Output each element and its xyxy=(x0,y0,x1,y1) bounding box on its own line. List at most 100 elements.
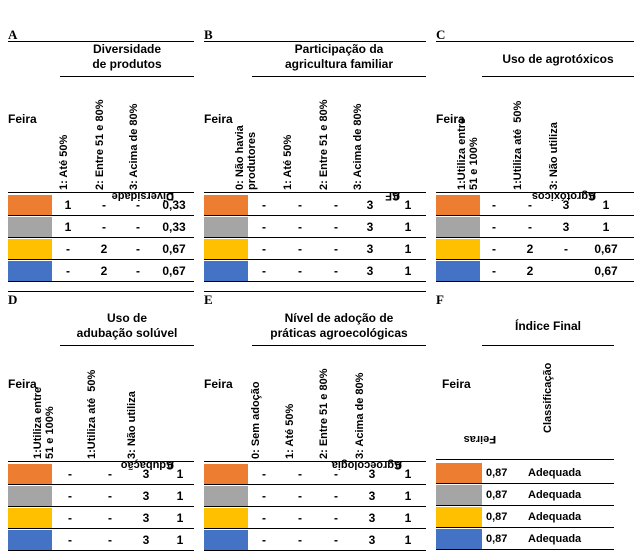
panel-title-line: Nível de adoção de xyxy=(284,311,394,325)
row-rule xyxy=(436,215,634,216)
indice-value: 0,87 xyxy=(486,489,508,501)
feira-color-swatch xyxy=(436,485,482,505)
table-cell: - xyxy=(108,511,112,525)
panel-title-line: de produtos xyxy=(92,57,162,71)
feira-color-swatch xyxy=(8,530,52,550)
panel-title-line: Índice Final xyxy=(514,319,581,333)
row-rule xyxy=(8,528,194,529)
header-bottom-rule xyxy=(436,459,614,460)
table-row: 0,87 Adequada xyxy=(436,462,614,484)
table-cell: 3 xyxy=(142,489,150,503)
table-cell: 2 xyxy=(100,264,108,278)
panel-title-line: Uso de xyxy=(106,311,147,325)
table-cell: - xyxy=(334,264,338,278)
table-cell: 3 xyxy=(562,198,570,212)
panel-title-line: Diversidade xyxy=(92,42,162,56)
table-cell: 1 xyxy=(404,533,412,547)
table-cell: - xyxy=(492,264,496,278)
table-cell: - xyxy=(108,467,112,481)
feira-color-swatch xyxy=(436,239,480,259)
panel-top-rule xyxy=(8,41,194,42)
table-cell: - xyxy=(298,220,302,234)
panel-top-rule xyxy=(204,41,426,42)
feira-header: Feira xyxy=(436,112,465,126)
feira-color-swatch xyxy=(8,195,52,215)
table-cell: 3 xyxy=(368,467,376,481)
feira-color-swatch xyxy=(436,261,480,281)
table-cell: - xyxy=(108,533,112,547)
table-cell: - xyxy=(334,242,338,256)
row-rule xyxy=(204,484,426,485)
classificacao-value: Adequada xyxy=(528,467,582,479)
panel-title-line: adubação solúvel xyxy=(76,326,178,340)
table-cell: 1 xyxy=(404,489,412,503)
row-rule xyxy=(204,259,426,260)
panel-e: E Nível de adoção de práticas agroecológ… xyxy=(204,291,426,555)
table-row: - - 3 1 xyxy=(436,216,634,238)
table-cell: 0,67 xyxy=(162,264,186,278)
table-row: - - - 3 1 xyxy=(204,507,426,529)
table-cell: 2 xyxy=(526,242,534,256)
table-cell: - xyxy=(262,242,266,256)
table-cell: - xyxy=(564,242,568,256)
indice-value: 0,87 xyxy=(486,467,508,479)
table-cell: - xyxy=(298,533,302,547)
table-cell: - xyxy=(136,220,140,234)
panel-letter: F xyxy=(436,292,444,307)
row-rule xyxy=(8,215,194,216)
table-cell: - xyxy=(262,264,266,278)
table-cell: - xyxy=(68,467,72,481)
feira-color-swatch xyxy=(8,261,52,281)
classificacao-value: Adequada xyxy=(528,511,582,523)
table-cell: - xyxy=(492,242,496,256)
feira-color-swatch xyxy=(436,507,482,527)
row-rule xyxy=(8,259,194,260)
title-underline xyxy=(60,76,194,77)
feira-color-swatch xyxy=(436,217,480,237)
table-cell: 3 xyxy=(368,511,376,525)
feira-color-swatch xyxy=(204,195,248,215)
title-underline xyxy=(482,345,614,346)
table-cell: - xyxy=(262,533,266,547)
panel-title: Participação da agricultura familiar xyxy=(252,42,426,72)
feira-color-swatch xyxy=(204,464,248,484)
table-row: 1 - - 0,33 xyxy=(8,216,194,238)
table-cell: 0,67 xyxy=(594,264,618,278)
table-row: 0,87 Adequada xyxy=(436,528,614,550)
table-cell: - xyxy=(262,489,266,503)
panel-letter: B xyxy=(204,27,213,42)
row-rule xyxy=(204,528,426,529)
table-cell: 1 xyxy=(602,220,610,234)
panel-letter: A xyxy=(8,27,18,42)
table-cell: 3 xyxy=(366,242,374,256)
table-cell: - xyxy=(334,533,338,547)
table-cell: - xyxy=(298,467,302,481)
row-rule xyxy=(436,281,634,282)
panel-title: Nível de adoção de práticas agroecológic… xyxy=(252,311,426,341)
classificacao-value: Adequada xyxy=(528,533,582,545)
row-rule xyxy=(436,527,614,528)
table-cell: 3 xyxy=(142,467,150,481)
panel-title: Uso de agrotóxicos xyxy=(482,52,634,67)
table-row: - - - 3 1 xyxy=(204,194,426,216)
header-bottom-rule xyxy=(8,461,194,462)
table-cell: - xyxy=(298,489,302,503)
title-underline xyxy=(482,76,634,77)
feira-header: Feira xyxy=(8,112,37,126)
table-cell: - xyxy=(262,467,266,481)
feira-color-swatch xyxy=(8,508,52,528)
table-cell: 1 xyxy=(176,489,184,503)
table-cell: 3 xyxy=(368,489,376,503)
table-cell: - xyxy=(334,489,338,503)
table-cell: 3 xyxy=(142,533,150,547)
table-cell: 3 xyxy=(562,220,570,234)
table-cell: 1 xyxy=(404,511,412,525)
table-cell: - xyxy=(298,198,302,212)
row-rule xyxy=(204,550,426,551)
table-cell: - xyxy=(136,242,140,256)
table-cell: 2 xyxy=(526,264,534,278)
table-cell: - xyxy=(262,511,266,525)
feira-header: Feira xyxy=(442,377,471,391)
table-row: - 2 0,67 xyxy=(436,260,634,282)
table-cell: 1 xyxy=(404,264,412,278)
